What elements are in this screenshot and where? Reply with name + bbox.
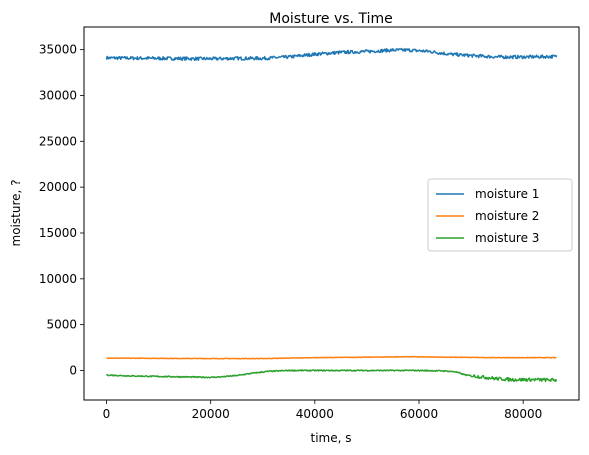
y-tick-label: 30000: [39, 88, 77, 102]
y-axis-label: moisture, ?: [9, 180, 23, 247]
series-line-2: [106, 355, 557, 360]
y-tick-label: 5000: [46, 318, 77, 332]
legend: moisture 1 moisture 2 moisture 3: [427, 178, 573, 252]
legend-box: [427, 178, 573, 252]
x-axis-label: time, s: [311, 431, 352, 445]
y-tick-label: 25000: [39, 134, 77, 148]
series-layer: [105, 47, 558, 383]
legend-label: moisture 1: [475, 187, 539, 201]
x-tick-label: 20000: [192, 407, 230, 421]
series-line-1: [105, 47, 558, 61]
x-tick-label: 40000: [296, 407, 334, 421]
y-tick-label: 0: [69, 363, 77, 377]
plot-frame: [83, 26, 580, 401]
x-tick-label: 60000: [400, 407, 438, 421]
ticks-layer: 0 20000 40000 60000 80000 0 5000 10000 15000 2000…: [39, 43, 542, 421]
chart-title: Moisture vs. Time: [269, 11, 392, 27]
y-tick-label: 10000: [39, 272, 77, 286]
legend-label: moisture 3: [475, 231, 539, 245]
y-tick-label: 20000: [39, 180, 77, 194]
y-tick-label: 35000: [39, 43, 77, 57]
y-tick-label: 15000: [39, 226, 77, 240]
legend-label: moisture 2: [475, 209, 539, 223]
x-tick-label: 0: [103, 407, 111, 421]
x-tick-label: 80000: [504, 407, 542, 421]
series-line-3: [105, 369, 558, 383]
